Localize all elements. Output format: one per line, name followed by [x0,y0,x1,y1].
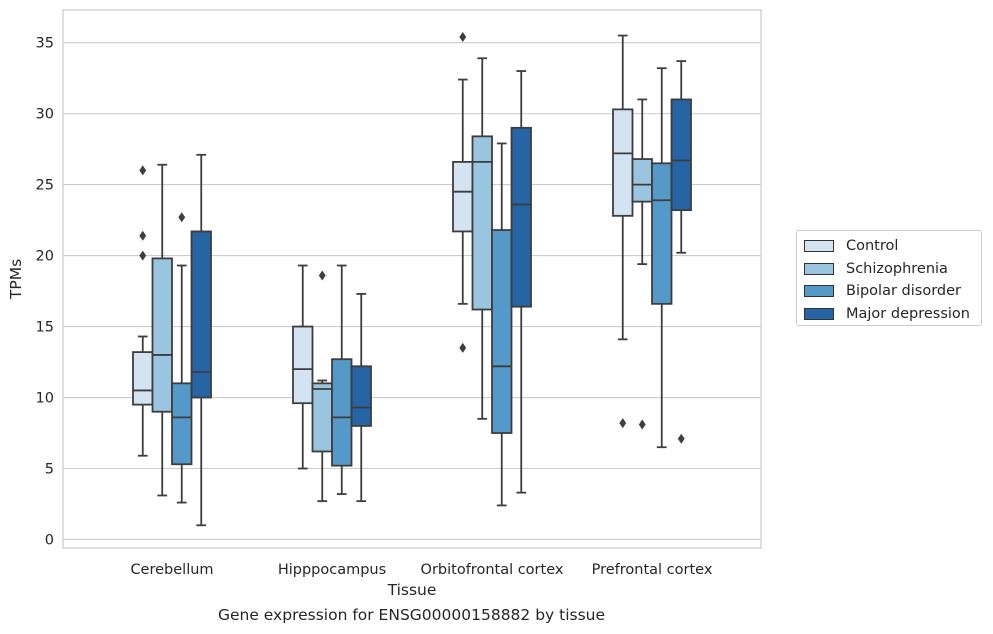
y-tick-label-15: 15 [36,320,54,336]
x-tick-labels: Cerebellum Hipppocampus Orbitofrontal cort… [130,562,712,578]
x-tick-label-3: Prefrontal cortex [592,562,713,578]
y-axis-label: TPMs [7,259,25,300]
series-0 [132,31,634,470]
box-3-2 [510,70,532,494]
box-body [491,229,513,434]
box-body [292,325,314,405]
outlier-point [677,433,685,444]
legend-label: Bipolar disorder [846,283,961,300]
legend-item-3: Major depression [803,303,981,326]
series-3 [190,60,692,527]
legend-item-0: Control [803,235,981,258]
y-tick-label-35: 35 [36,36,54,52]
plot-frame [62,9,762,549]
box-body [132,351,154,406]
y-tick-label-30: 30 [36,107,54,123]
outlier-point [178,212,186,223]
box-1-0 [151,163,173,497]
box-body [670,98,692,212]
y-tick-label-10: 10 [36,391,54,407]
x-tick-label-2: Orbitofrontal cortex [421,562,564,578]
legend-item-2: Bipolar disorder [803,280,981,303]
box-1-3 [631,98,653,430]
outlier-point [139,165,147,176]
box-2-2 [491,142,513,507]
box-2-1 [331,264,353,495]
box-2-3 [651,67,673,449]
legend-label: Control [846,238,899,255]
legend: Control Schizophrenia Bipolar disorder Majo… [796,230,982,326]
box-0-1 [292,264,314,470]
x-axis-label: Tissue [387,581,437,599]
box-3-3 [670,60,692,444]
outlier-point [139,250,147,261]
y-tick-label-5: 5 [45,462,54,478]
box-1-2 [471,57,493,420]
figure-caption: Gene expression for ENSG00000158882 by t… [217,606,606,624]
outlier-point [459,31,467,42]
box-series [132,31,692,527]
x-tick-label-0: Cerebellum [130,562,213,578]
outlier-point [459,342,467,353]
box-1-1 [311,270,333,503]
box-3-1 [350,293,372,503]
legend-label: Major depression [846,305,970,322]
legend-item-1: Schizophrenia [803,258,981,281]
box-body [190,230,212,399]
box-0-2 [452,31,474,353]
legend-label: Schizophrenia [846,260,948,277]
box-body [151,257,173,413]
box-body [510,126,532,308]
box-body [471,135,493,311]
legend-swatch [804,240,834,253]
series-1 [151,57,653,503]
box-0-0 [132,165,154,457]
outlier-point [318,270,326,281]
legend-swatch [804,307,834,320]
box-body [631,158,653,203]
box-body [171,382,193,466]
legend-swatch [804,285,834,298]
box-body [651,162,673,305]
series-2 [171,67,673,507]
box-3-0 [190,153,212,527]
box-2-0 [171,212,193,504]
y-tick-label-0: 0 [45,532,54,548]
box-body [452,160,474,233]
x-tick-label-1: Hipppocampus [278,562,386,578]
box-body [311,382,333,453]
box-0-3 [612,34,634,429]
box-body [612,108,634,217]
legend-swatch [804,262,834,275]
outlier-point [139,230,147,241]
box-body [331,358,353,467]
y-tick-label-20: 20 [36,249,54,265]
y-tick-label-25: 25 [36,178,54,194]
outlier-point [619,418,627,429]
outlier-point [638,419,646,430]
y-tick-labels: 0 5 10 15 20 25 30 35 [36,36,54,549]
box-body [350,365,372,427]
